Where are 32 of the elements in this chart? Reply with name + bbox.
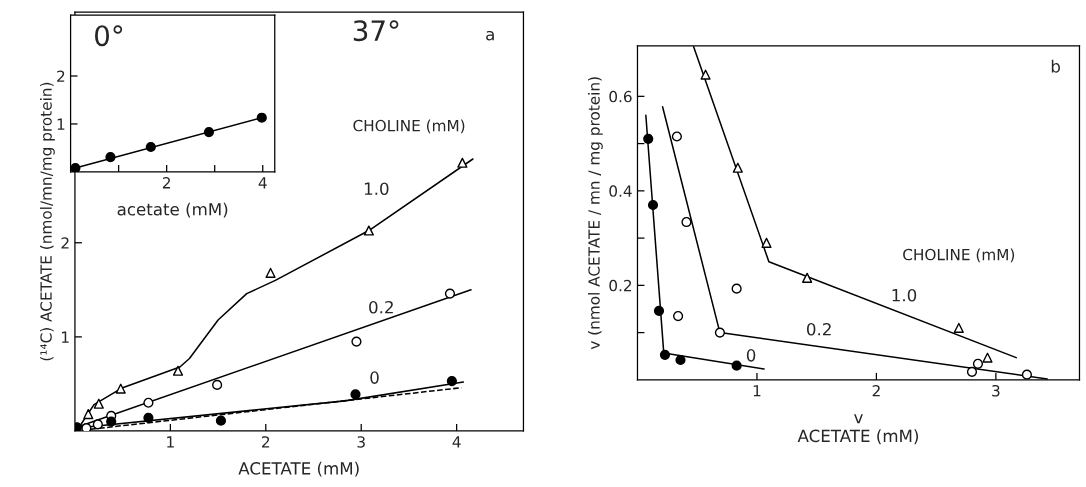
x-tick-label: 3 (357, 436, 365, 448)
y-axis-title: v (nmol ACETATE / mn / mg protein) (587, 77, 603, 350)
annotation: 1.0 (892, 288, 917, 302)
y-tick-label: 0.6 (609, 90, 632, 103)
y-tick-label: 0.4 (609, 185, 632, 197)
annotation: b (1051, 59, 1060, 73)
annotation: CHOLINE (mM) (353, 119, 465, 134)
annotation: 0.2 (806, 322, 831, 336)
y-tick-label: 1 (62, 331, 69, 343)
x-tick-label: 1 (167, 436, 174, 448)
annotation: 0.2 (369, 300, 393, 314)
annotation: 0° (95, 25, 123, 47)
annotation: 0 (370, 371, 379, 384)
x-tick-label: 4 (258, 177, 267, 189)
y-axis-title: (¹⁴C) ACETATE (nmol/mn/mg protein) (40, 82, 55, 361)
x-tick-label: 4 (452, 436, 461, 448)
y-tick-label: 2 (61, 237, 69, 249)
annotation: 0 (746, 349, 756, 362)
x-axis-title: ACETATE (mM) (238, 461, 359, 477)
y-tick-label: 2 (57, 70, 65, 82)
y-tick-label: 1 (57, 118, 65, 130)
x-tick-label: 3 (992, 384, 1000, 397)
x-tick-label: 1 (753, 385, 761, 397)
x-tick-label: 2 (872, 384, 880, 397)
annotation: 1.0 (364, 182, 389, 196)
x-axis-title: v ACETATE (mM) (797, 414, 918, 445)
annotation: CHOLINE (mM) (903, 248, 1015, 263)
y-tick-label: 0.2 (609, 279, 632, 292)
annotation: a (486, 30, 494, 41)
x-axis-title: acetate (mM) (117, 202, 228, 218)
annotation: 37° (353, 20, 399, 42)
x-tick-label: 2 (262, 436, 270, 448)
